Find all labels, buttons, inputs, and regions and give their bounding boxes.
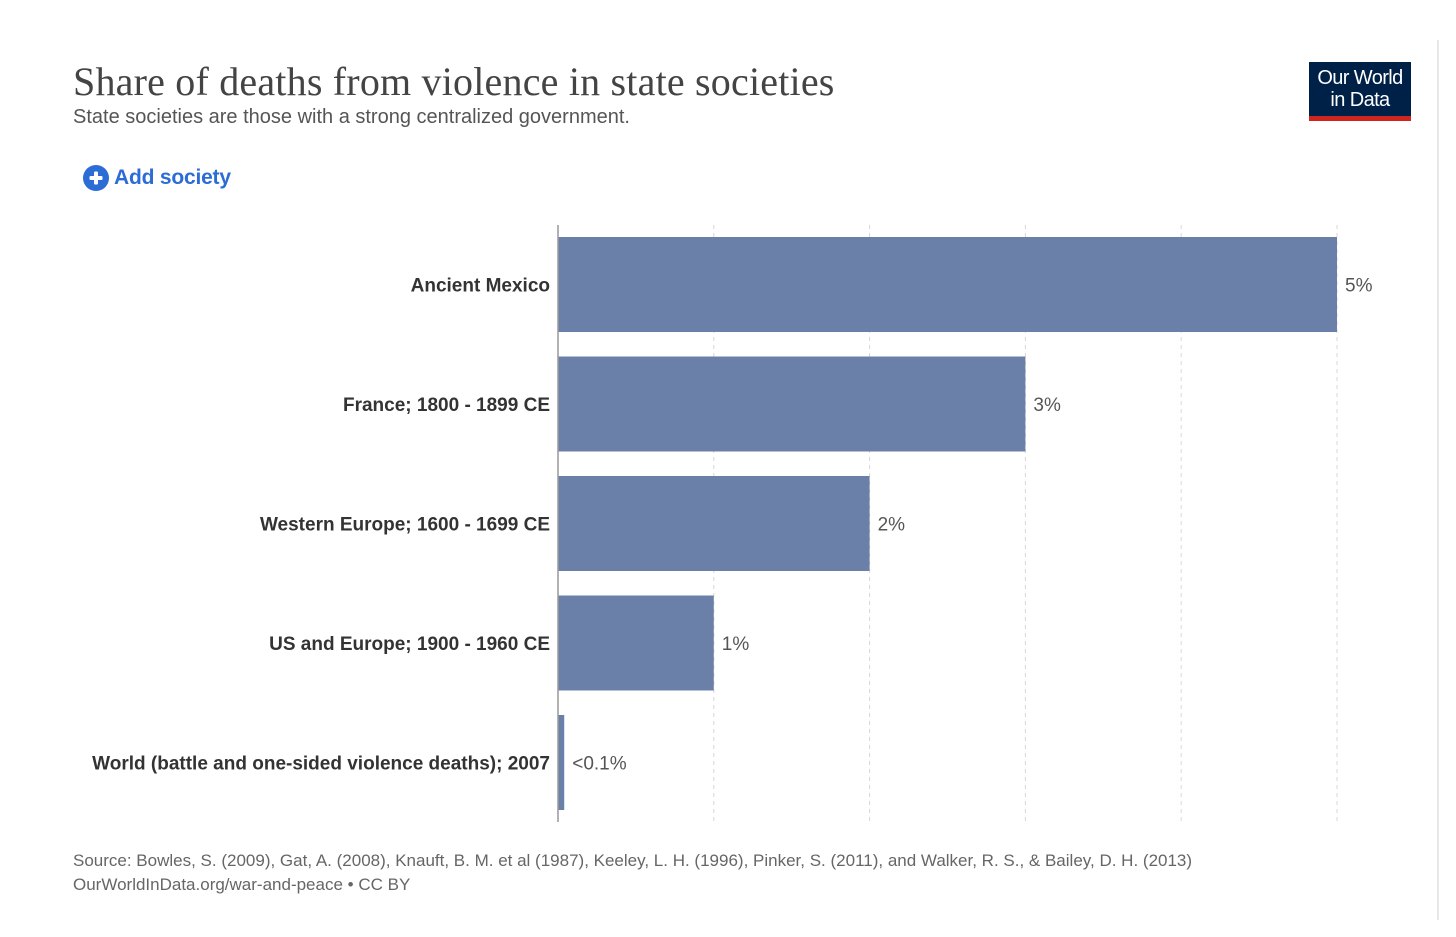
value-label: 1% xyxy=(722,634,750,655)
bar[interactable] xyxy=(558,237,1337,332)
chart-title: Share of deaths from violence in state s… xyxy=(73,59,835,104)
logo-line-1: Our World xyxy=(1317,67,1403,89)
category-label: Western Europe; 1600 - 1699 CE xyxy=(260,515,550,536)
source-note: Source: Bowles, S. (2009), Gat, A. (2008… xyxy=(73,849,1192,897)
bar[interactable] xyxy=(558,715,565,810)
license-text: OurWorldInData.org/war-and-peace • CC BY xyxy=(73,875,411,894)
value-label: 5% xyxy=(1345,276,1373,297)
value-label: 2% xyxy=(878,515,906,536)
bar[interactable] xyxy=(558,595,714,691)
owid-logo[interactable]: Our World in Data xyxy=(1309,62,1411,121)
right-border xyxy=(1437,40,1439,920)
category-label: France; 1800 - 1899 CE xyxy=(343,395,550,416)
chart-subtitle: State societies are those with a strong … xyxy=(73,106,630,128)
logo-line-2: in Data xyxy=(1330,89,1390,111)
category-label: World (battle and one-sided violence dea… xyxy=(92,754,550,775)
source-text: Source: Bowles, S. (2009), Gat, A. (2008… xyxy=(73,851,1193,870)
category-label: US and Europe; 1900 - 1960 CE xyxy=(269,634,550,655)
category-label: Ancient Mexico xyxy=(411,276,550,297)
bar[interactable] xyxy=(558,476,870,571)
add-society-button[interactable]: Add society xyxy=(82,164,231,192)
bar[interactable] xyxy=(558,356,1026,452)
value-label: 3% xyxy=(1033,395,1061,416)
add-society-label: Add society xyxy=(114,166,231,189)
plus-circle-icon xyxy=(83,165,109,191)
value-label: <0.1% xyxy=(572,754,627,775)
